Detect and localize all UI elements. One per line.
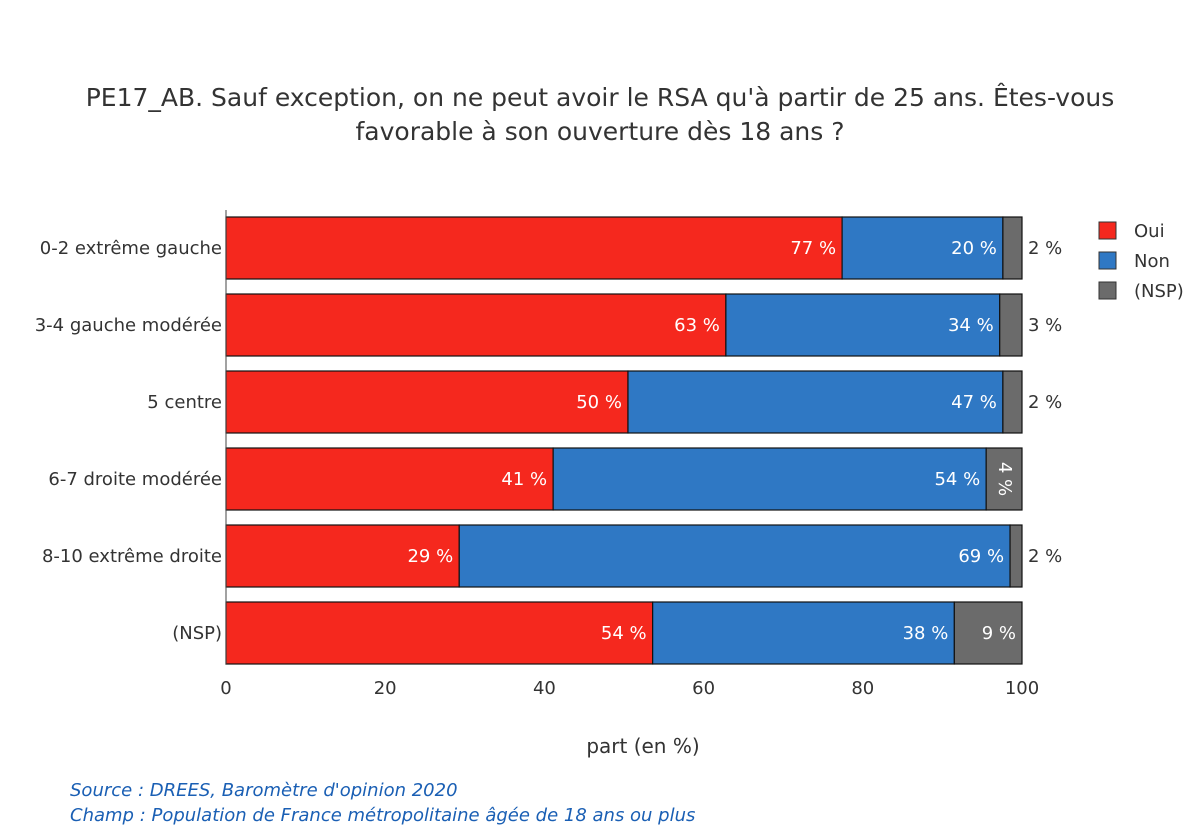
x-tick-label: 20 — [374, 678, 397, 699]
bar-oui-segment — [225, 370, 629, 434]
bar-oui-segment — [225, 601, 654, 665]
chart-title-line-2: favorable à son ouverture dès 18 ans ? — [355, 117, 844, 146]
x-tick-label: 40 — [533, 678, 556, 699]
bar-oui-segment — [225, 216, 843, 280]
data-label: 69 % — [958, 546, 1004, 567]
data-label: 77 % — [790, 238, 836, 259]
bar-oui-segment — [225, 447, 554, 511]
data-label: 9 % — [982, 623, 1016, 644]
legend-swatch — [1098, 251, 1117, 270]
bar-non-segment — [458, 524, 1011, 588]
data-label: 2 % — [1028, 546, 1062, 567]
data-label: 63 % — [674, 315, 720, 336]
x-tick-label: 100 — [1005, 678, 1039, 699]
legend-entry[interactable]: Oui — [1134, 221, 1165, 242]
data-label: 50 % — [576, 392, 622, 413]
data-label: 4 % — [994, 462, 1015, 496]
category-label: (NSP) — [172, 623, 222, 644]
legend-swatch — [1098, 281, 1117, 300]
x-tick-label: 60 — [692, 678, 715, 699]
x-axis-label: part (en %) — [586, 734, 699, 758]
data-label: 20 % — [951, 238, 997, 259]
scope-note: Champ : Population de France métropolita… — [70, 805, 695, 826]
chart-title-line-1: PE17_AB. Sauf exception, on ne peut avoi… — [86, 83, 1115, 112]
bar-oui-segment — [225, 524, 460, 588]
data-label: 54 % — [601, 623, 647, 644]
legend-entry[interactable]: (NSP) — [1134, 281, 1184, 302]
data-label: 3 % — [1028, 315, 1062, 336]
data-label: 54 % — [934, 469, 980, 490]
bar-nsp-segment — [1009, 524, 1023, 588]
x-tick-label: 0 — [220, 678, 231, 699]
category-label: 8-10 extrême droite — [42, 546, 222, 567]
bar-nsp-segment — [1002, 216, 1023, 280]
bar-nsp-segment — [999, 293, 1023, 357]
bar-non-segment — [552, 447, 987, 511]
bar-nsp-segment — [1002, 370, 1023, 434]
bar-nsp-segment — [953, 601, 1023, 665]
bar-nsp-segment — [985, 447, 1023, 511]
legend-entry[interactable]: Non — [1134, 251, 1170, 272]
legend-swatch — [1098, 221, 1117, 240]
bar-non-segment — [652, 601, 955, 665]
data-label: 29 % — [407, 546, 453, 567]
data-label: 2 % — [1028, 392, 1062, 413]
data-label: 47 % — [951, 392, 997, 413]
bar-non-segment — [725, 293, 1001, 357]
bar-non-segment — [841, 216, 1004, 280]
category-label: 6-7 droite modérée — [48, 469, 222, 490]
data-label: 34 % — [948, 315, 994, 336]
source-note: Source : DREES, Baromètre d'opinion 2020 — [70, 780, 458, 801]
data-label: 38 % — [903, 623, 949, 644]
data-label: 2 % — [1028, 238, 1062, 259]
category-label: 5 centre — [147, 392, 222, 413]
category-label: 0-2 extrême gauche — [40, 238, 222, 259]
data-label: 41 % — [501, 469, 547, 490]
x-tick-label: 80 — [851, 678, 874, 699]
category-label: 3-4 gauche modérée — [35, 315, 222, 336]
bar-non-segment — [627, 370, 1004, 434]
bar-oui-segment — [225, 293, 727, 357]
